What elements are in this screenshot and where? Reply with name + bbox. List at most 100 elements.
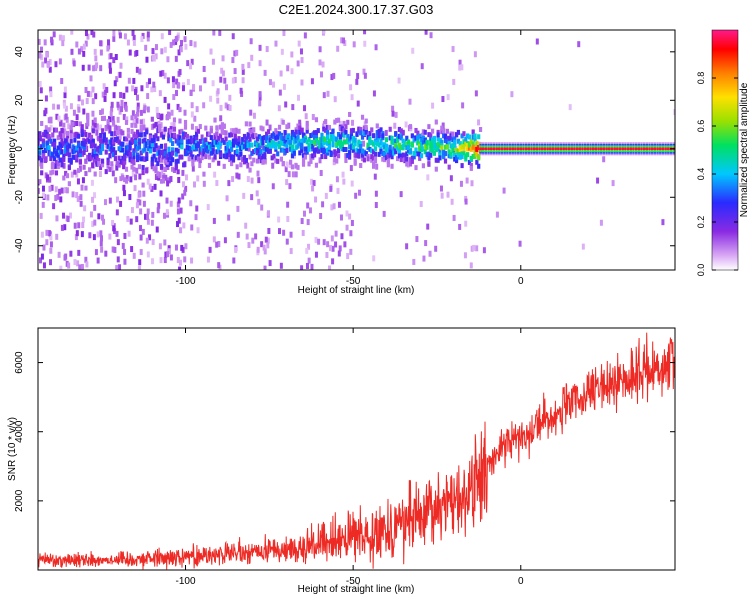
heatmap-cell: [266, 147, 271, 153]
heatmap-cell: [167, 146, 171, 152]
heatmap-cell: [118, 71, 122, 78]
heatmap-cell: [613, 147, 616, 150]
heatmap-cell: [508, 149, 512, 153]
heatmap-cell: [76, 178, 80, 185]
heatmap-cell: [91, 148, 95, 154]
heatmap-cell: [357, 189, 361, 196]
heatmap-cell: [557, 152, 560, 156]
heatmap-cell: [171, 147, 175, 153]
heatmap-cell: [235, 172, 239, 179]
heatmap-cell: [128, 157, 132, 163]
heatmap-cell: [235, 164, 239, 170]
heatmap-cell: [495, 151, 498, 154]
heatmap-cell: [453, 136, 457, 142]
heatmap-cell: [307, 137, 311, 143]
heatmap-cell: [106, 119, 110, 125]
heatmap-cell: [226, 104, 230, 111]
heatmap-cell: [524, 143, 528, 147]
heatmap-cell: [594, 142, 598, 145]
heatmap-cell: [119, 62, 123, 69]
heatmap-cell: [495, 211, 499, 218]
heatmap-cell: [154, 157, 158, 163]
heatmap-cell: [237, 155, 241, 161]
heatmap-cell: [605, 145, 608, 148]
heatmap-cell: [292, 134, 296, 140]
heatmap-cell: [554, 151, 557, 154]
heatmap-cell: [187, 145, 191, 151]
heatmap-cell: [605, 152, 608, 156]
heatmap-cell: [256, 246, 260, 253]
heatmap-cell: [46, 174, 50, 181]
heatmap-cell: [114, 53, 118, 60]
heatmap-cell: [324, 137, 328, 143]
heatmap-cell: [84, 256, 88, 263]
heatmap-cell: [91, 221, 95, 228]
heatmap-cell: [324, 154, 328, 160]
heatmap-cell: [565, 143, 568, 147]
heatmap-cell: [664, 143, 667, 147]
heatmap-cell: [100, 142, 105, 148]
heatmap-cell: [178, 135, 182, 141]
heatmap-cell: [346, 253, 350, 260]
spectrogram-y-axis-label: Frequency (Hz): [7, 116, 18, 185]
heatmap-cell: [429, 136, 433, 142]
heatmap-cell: [47, 145, 51, 151]
heatmap-cell: [255, 142, 260, 148]
heatmap-cell: [451, 137, 455, 143]
heatmap-cell: [230, 161, 234, 167]
heatmap-cell: [645, 142, 649, 145]
heatmap-cell: [451, 143, 455, 149]
heatmap-cell: [136, 106, 140, 113]
heatmap-cell: [342, 120, 346, 126]
heatmap-cell: [418, 143, 422, 149]
heatmap-cell: [99, 65, 103, 72]
heatmap-cell: [490, 151, 493, 154]
heatmap-cell: [108, 146, 112, 152]
heatmap-cell: [637, 149, 640, 153]
heatmap-cell: [118, 133, 122, 140]
heatmap-cell: [436, 157, 440, 163]
heatmap-cell: [456, 148, 461, 154]
heatmap-cell: [124, 105, 128, 112]
heatmap-cell: [399, 135, 403, 141]
heatmap-cell: [651, 145, 654, 148]
heatmap-cell: [602, 147, 606, 150]
heatmap-cell: [279, 140, 284, 146]
heatmap-cell: [281, 141, 285, 147]
heatmap-cell: [115, 230, 119, 237]
heatmap-cell: [309, 153, 313, 159]
heatmap-cell: [123, 159, 127, 165]
heatmap-cell: [452, 214, 456, 221]
heatmap-cell: [516, 149, 520, 153]
heatmap-cell: [659, 142, 662, 145]
heatmap-cell: [64, 143, 68, 149]
heatmap-cell: [78, 159, 83, 165]
heatmap-cell: [305, 146, 309, 152]
heatmap-cell: [159, 70, 163, 77]
heatmap-cell: [498, 151, 501, 154]
heatmap-cell: [559, 151, 563, 154]
heatmap-cell: [75, 192, 79, 199]
heatmap-cell: [115, 125, 119, 131]
heatmap-cell: [282, 30, 286, 37]
heatmap-cell: [581, 152, 584, 156]
heatmap-cell: [165, 197, 169, 204]
heatmap-cell: [366, 156, 370, 162]
heatmap-cell: [309, 140, 313, 146]
heatmap-cell: [160, 33, 164, 40]
heatmap-cell: [305, 125, 309, 131]
heatmap-cell: [108, 53, 112, 60]
heatmap-cell: [546, 143, 549, 147]
heatmap-cell: [209, 95, 213, 102]
heatmap-cell: [63, 102, 67, 109]
heatmap-cell: [551, 149, 555, 153]
heatmap-cell: [386, 153, 390, 159]
heatmap-cell: [300, 218, 304, 225]
heatmap-cell: [169, 176, 173, 183]
heatmap-cell: [93, 219, 97, 226]
heatmap-cell: [436, 141, 440, 147]
heatmap-cell: [368, 130, 372, 136]
heatmap-cell: [245, 233, 249, 240]
heatmap-cell: [146, 93, 150, 100]
heatmap-cell: [429, 132, 433, 138]
